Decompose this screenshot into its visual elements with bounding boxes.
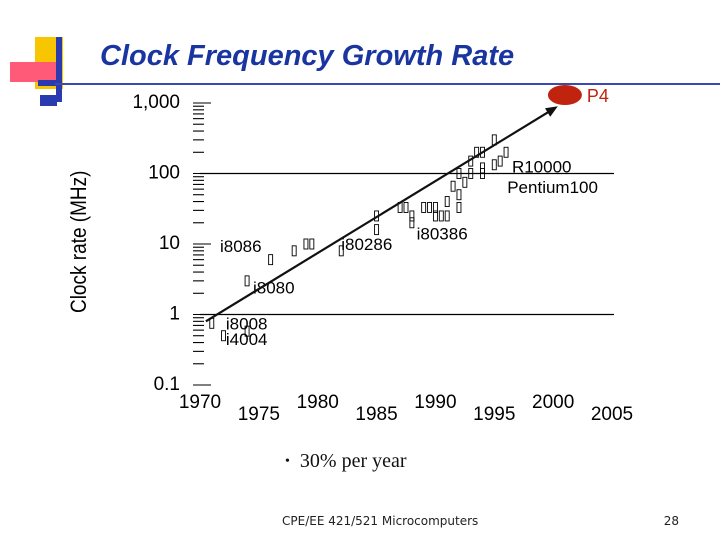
y-tick-label: 10 xyxy=(159,233,180,254)
data-point xyxy=(409,210,415,222)
data-point xyxy=(438,210,444,222)
x-axis-ticks-layer: 1970 1980 1990 2000 1975 1985 1995 2005 xyxy=(179,392,633,425)
x-tick-label: 2005 xyxy=(591,404,633,425)
data-point xyxy=(456,168,462,179)
x-tick-label: 1980 xyxy=(297,392,339,413)
x-tick-label: 2000 xyxy=(532,392,574,413)
p4-marker xyxy=(547,85,582,105)
data-point xyxy=(432,210,438,222)
data-point xyxy=(444,210,450,222)
y-tick-label: 100 xyxy=(148,163,180,184)
data-point xyxy=(374,224,380,236)
data-point xyxy=(409,217,415,229)
footer-page-number: 28 xyxy=(663,514,679,528)
data-point xyxy=(468,168,474,179)
processor-label: i80286 xyxy=(341,235,392,254)
data-point xyxy=(421,201,427,213)
data-point xyxy=(338,245,344,257)
footer-course-name: CPE/EE 421/521 Microcomputers xyxy=(282,514,479,528)
data-point xyxy=(427,201,432,213)
data-point xyxy=(497,155,503,167)
data-point xyxy=(432,201,438,213)
data-point xyxy=(456,189,462,201)
data-point xyxy=(474,146,480,158)
processor-label: i8086 xyxy=(220,237,262,256)
logo-blue-bar-horizontal xyxy=(38,80,62,86)
data-point xyxy=(303,238,309,250)
p4-label: P4 xyxy=(587,86,609,106)
trend-line-layer xyxy=(205,106,558,323)
x-tick-label: 1970 xyxy=(179,392,221,413)
data-point xyxy=(268,254,274,266)
processor-label: i80386 xyxy=(417,225,468,244)
p4-highlight-layer: P4 xyxy=(547,85,609,106)
y-axis-title: Clock rate (MHz) xyxy=(67,171,92,313)
data-point xyxy=(221,330,226,342)
slide-logo xyxy=(10,37,63,106)
processor-label: R10000 xyxy=(512,157,572,176)
data-point xyxy=(480,168,485,179)
data-point xyxy=(403,201,409,213)
y-tick-label: 1 xyxy=(169,304,180,325)
y-axis-title-group: Clock rate (MHz) xyxy=(67,171,92,313)
logo-pink-block xyxy=(10,62,56,82)
data-point xyxy=(450,180,456,192)
data-points-layer xyxy=(209,134,509,342)
data-point xyxy=(480,162,485,174)
processor-label: Pentium100 xyxy=(507,178,598,197)
data-point xyxy=(309,238,315,250)
bullet-growth-rate: • 30% per year xyxy=(285,450,407,473)
x-tick-label: 1995 xyxy=(473,404,515,425)
processor-label: i8080 xyxy=(253,279,295,298)
trend-line xyxy=(205,107,555,323)
x-tick-label: 1990 xyxy=(414,392,456,413)
logo-blue-square xyxy=(40,95,57,106)
slide-title: Clock Frequency Growth Rate xyxy=(100,40,515,72)
data-point xyxy=(291,245,297,257)
trend-arrowhead xyxy=(545,106,558,117)
reference-lines-layer xyxy=(200,172,614,316)
data-point xyxy=(244,325,250,337)
processor-label: i4004 xyxy=(226,330,268,349)
data-point xyxy=(444,196,450,208)
data-point xyxy=(244,275,250,287)
y-axis-ticks-layer: 1,000 100 10 1 0.1 xyxy=(132,92,211,395)
bullet-text: 30% per year xyxy=(299,450,407,472)
y-tick-label: 0.1 xyxy=(154,374,180,395)
data-point xyxy=(456,201,462,213)
logo-blue-bar-vertical xyxy=(56,37,62,102)
bullet-dot-icon: • xyxy=(285,454,290,469)
y-tick-label: 1,000 xyxy=(132,92,180,113)
data-point xyxy=(462,176,468,188)
x-tick-label: 1985 xyxy=(355,404,397,425)
title-divider xyxy=(55,83,720,85)
processor-label: i8008 xyxy=(226,314,268,333)
x-tick-label: 1975 xyxy=(238,404,280,425)
data-point xyxy=(491,159,497,171)
data-point xyxy=(503,146,509,158)
